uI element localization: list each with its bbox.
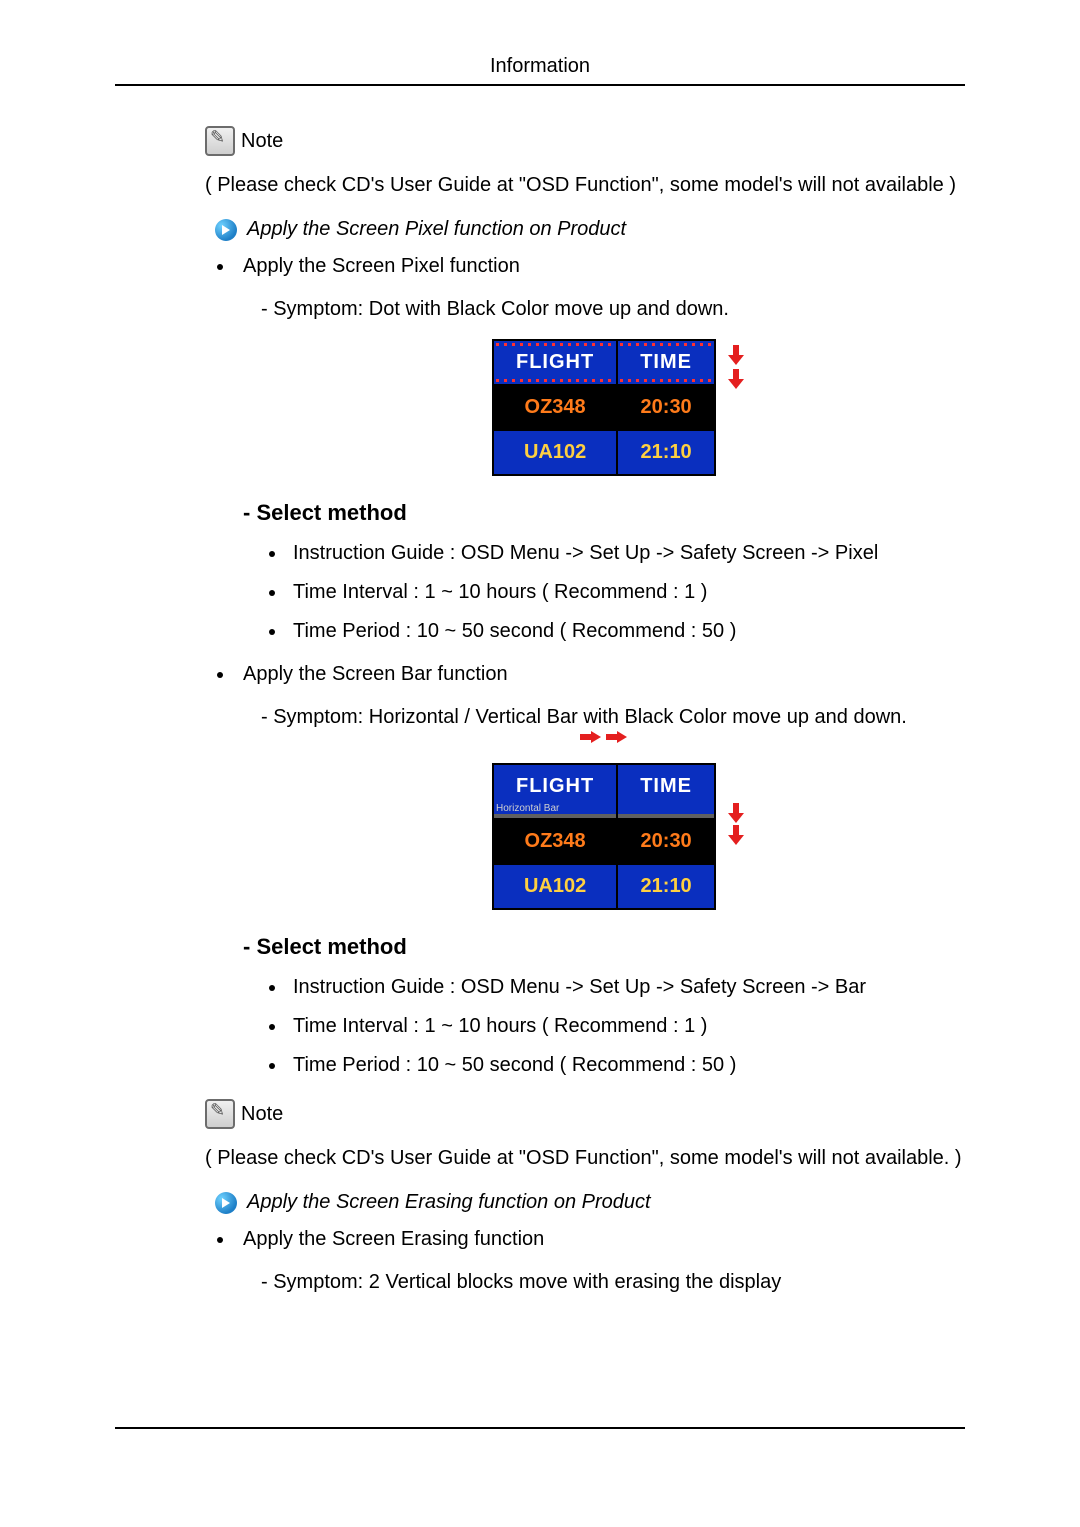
- figure-pixel: FLIGHT TIME OZ348 20:30: [492, 339, 716, 476]
- select-method-heading-1: - Select method: [243, 500, 965, 526]
- pixel-bullet-1: Time Interval : 1 ~ 10 hours ( Recommend…: [287, 581, 965, 604]
- pixel-symptom: - Symptom: Dot with Black Color move up …: [261, 294, 965, 325]
- bar-th-1: TIME: [617, 764, 715, 819]
- list-item-bar-title: Apply the Screen Bar function: [243, 663, 508, 685]
- bar-bullet-0: Instruction Guide : OSD Menu -> Set Up -…: [287, 976, 965, 999]
- note-text-2: ( Please check CD's User Guide at "OSD F…: [205, 1143, 965, 1173]
- down-arrows-icon: [728, 803, 744, 845]
- list-item-erasing-title: Apply the Screen Erasing function: [243, 1228, 544, 1250]
- note-label: Note: [241, 130, 283, 153]
- arrow-heading-pixel: Apply the Screen Pixel function on Produ…: [215, 218, 965, 241]
- select-method-heading-2: - Select method: [243, 934, 965, 960]
- down-arrows-icon: [728, 345, 744, 389]
- list-item-erasing: Apply the Screen Erasing function - Symp…: [235, 1224, 965, 1298]
- note-label: Note: [241, 1103, 283, 1126]
- note-block-1: Note ( Please check CD's User Guide at "…: [205, 126, 965, 200]
- bar-bullet-2: Time Period : 10 ~ 50 second ( Recommend…: [287, 1054, 965, 1077]
- pixel-r0c0: OZ348: [493, 385, 617, 430]
- note-text-1: ( Please check CD's User Guide at "OSD F…: [205, 170, 965, 200]
- bar-r1c0: UA102: [493, 864, 617, 909]
- bar-bullet-1: Time Interval : 1 ~ 10 hours ( Recommend…: [287, 1015, 965, 1038]
- arrow-heading-pixel-text: Apply the Screen Pixel function on Produ…: [247, 218, 626, 241]
- erasing-symptom: - Symptom: 2 Vertical blocks move with e…: [261, 1267, 965, 1298]
- right-arrows-icon: [580, 731, 628, 743]
- note-icon: [205, 126, 235, 156]
- header-rule: [115, 84, 965, 86]
- pixel-bullet-0: Instruction Guide : OSD Menu -> Set Up -…: [287, 542, 965, 565]
- pixel-table: FLIGHT TIME OZ348 20:30: [492, 339, 716, 476]
- page: Information Note ( Please check CD's Use…: [0, 0, 1080, 1527]
- figure-bar: FLIGHT Horizontal Bar TIME OZ348 20: [492, 747, 716, 910]
- list-item-pixel-title: Apply the Screen Pixel function: [243, 255, 520, 277]
- note-icon: [205, 1099, 235, 1129]
- footer-rule: [115, 1427, 965, 1429]
- pixel-r1c0: UA102: [493, 430, 617, 475]
- bar-r1c1: 21:10: [617, 864, 715, 909]
- arrow-right-icon: [215, 219, 237, 241]
- note-block-2: Note ( Please check CD's User Guide at "…: [205, 1099, 965, 1173]
- bar-symptom: - Symptom: Horizontal / Vertical Bar wit…: [261, 702, 965, 733]
- pixel-th-0: FLIGHT: [493, 340, 617, 385]
- arrow-right-icon: [215, 1192, 237, 1214]
- arrow-heading-erasing: Apply the Screen Erasing function on Pro…: [215, 1191, 965, 1214]
- bar-r0c1: 20:30: [617, 819, 715, 864]
- pixel-bullet-2: Time Period : 10 ~ 50 second ( Recommend…: [287, 620, 965, 643]
- pixel-th-1: TIME: [617, 340, 715, 385]
- page-header-title: Information: [115, 55, 965, 84]
- list-item-pixel: Apply the Screen Pixel function - Sympto…: [235, 251, 965, 476]
- bar-table: FLIGHT Horizontal Bar TIME OZ348 20: [492, 763, 716, 910]
- list-item-bar: Apply the Screen Bar function - Symptom:…: [235, 659, 965, 910]
- arrow-heading-erasing-text: Apply the Screen Erasing function on Pro…: [247, 1191, 651, 1214]
- pixel-r0c1: 20:30: [617, 385, 715, 430]
- pixel-r1c1: 21:10: [617, 430, 715, 475]
- bar-r0c0: OZ348: [493, 819, 617, 864]
- bar-th-0: FLIGHT Horizontal Bar: [493, 764, 617, 819]
